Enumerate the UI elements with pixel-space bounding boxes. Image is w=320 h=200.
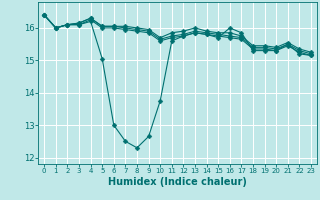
- X-axis label: Humidex (Indice chaleur): Humidex (Indice chaleur): [108, 177, 247, 187]
